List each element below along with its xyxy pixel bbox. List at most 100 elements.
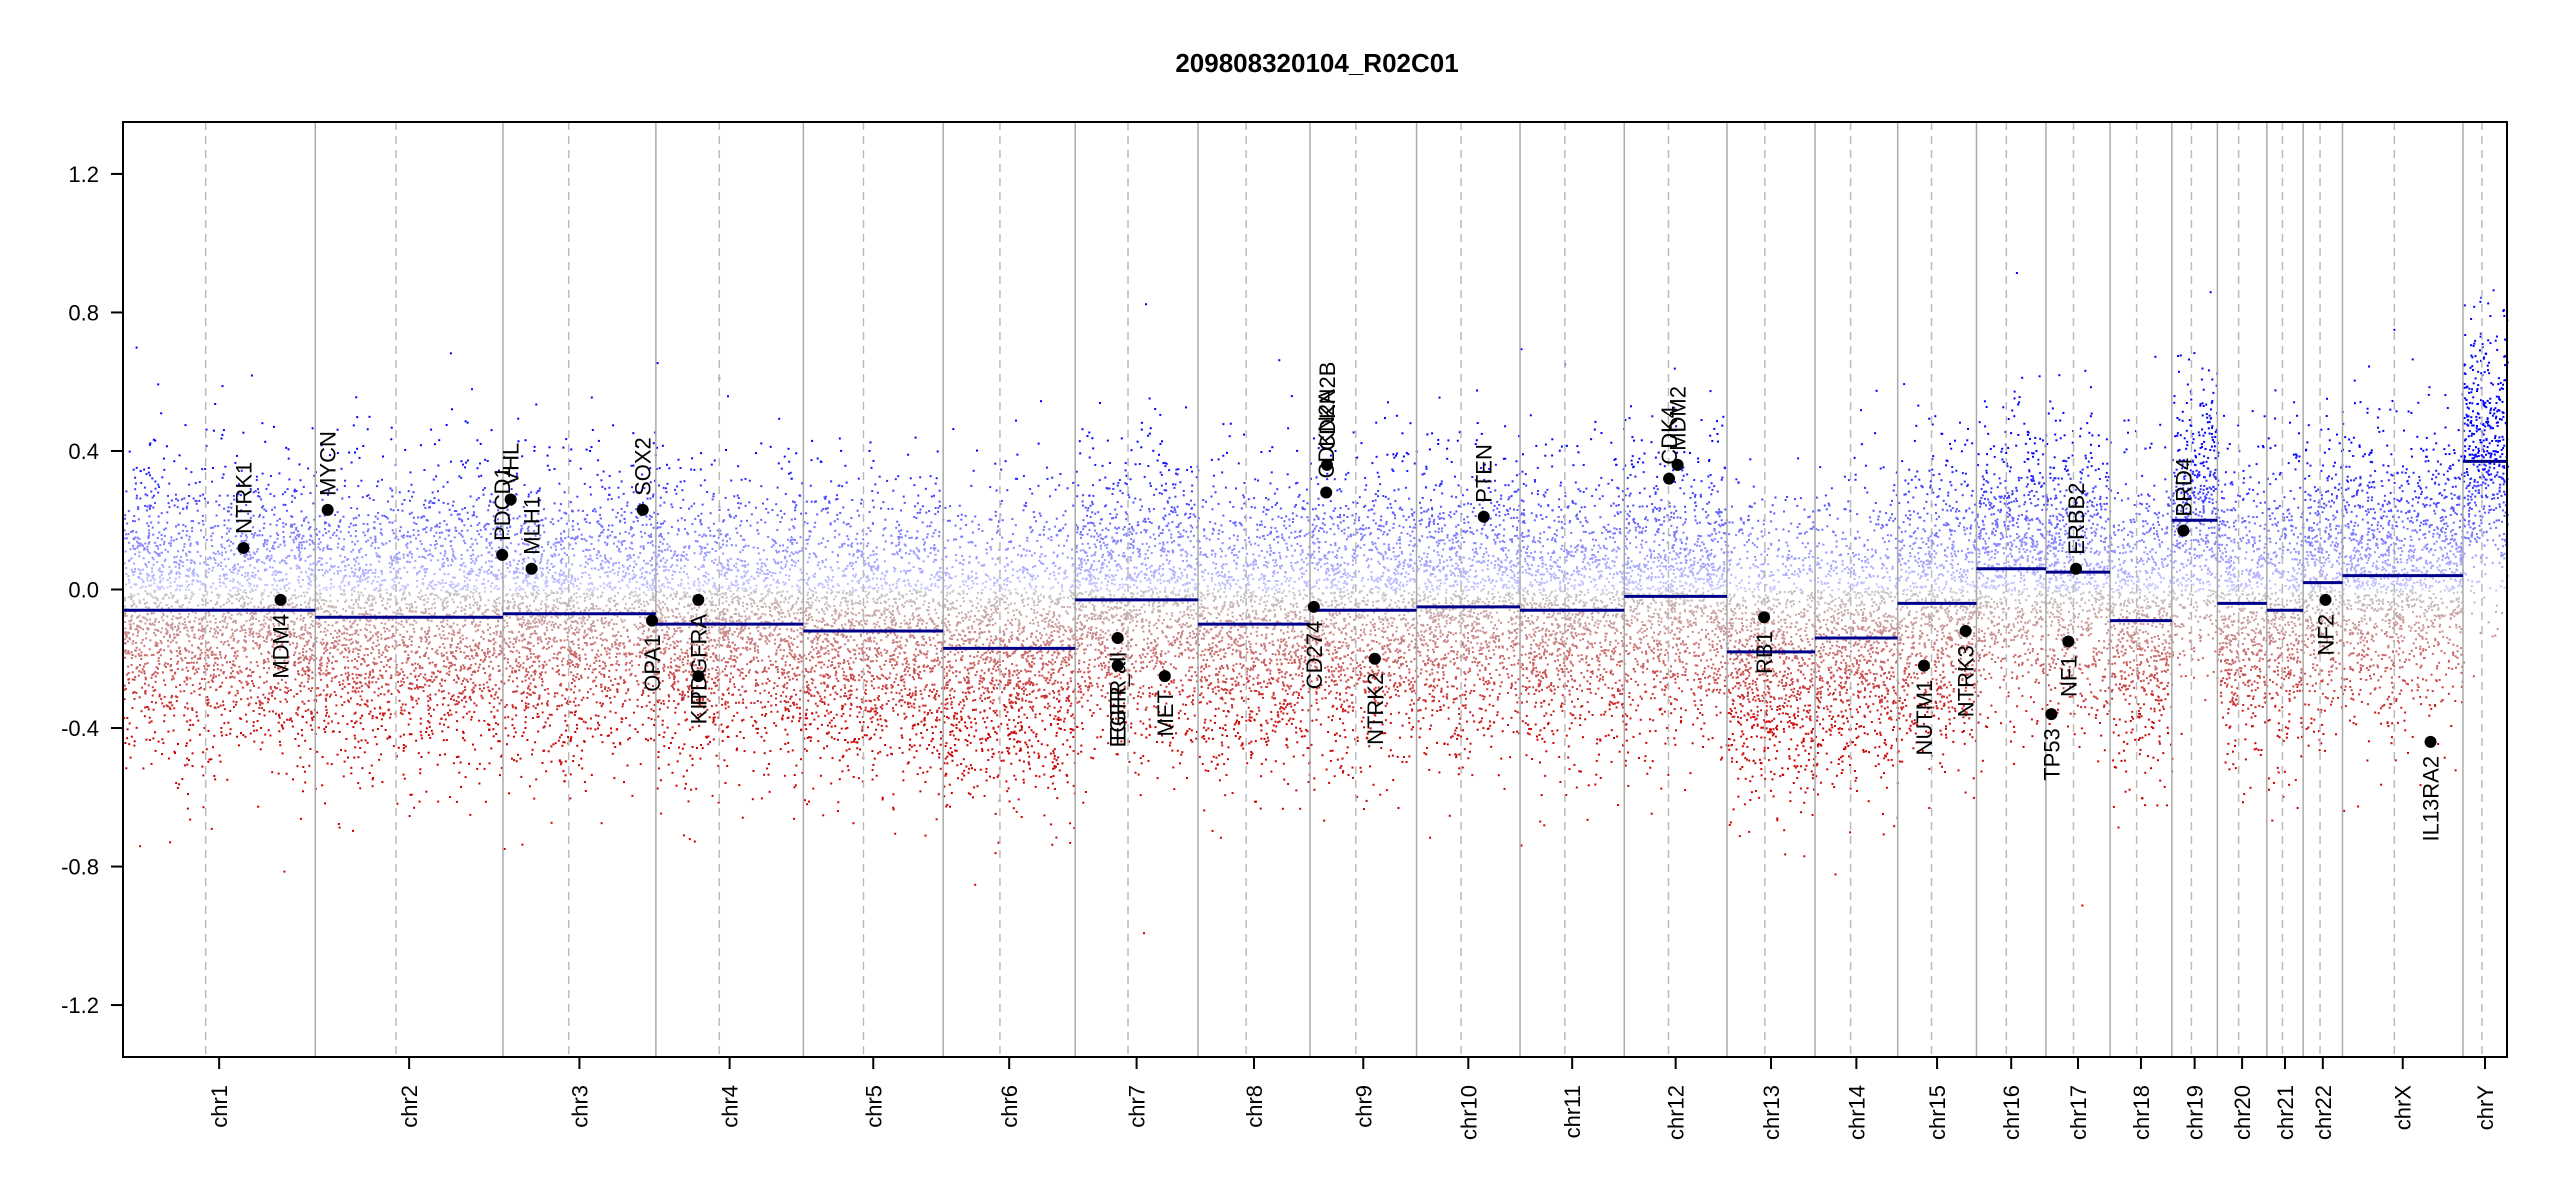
probe-point bbox=[176, 585, 178, 587]
probe-point bbox=[196, 711, 198, 713]
probe-point bbox=[132, 574, 134, 576]
probe-point bbox=[225, 616, 227, 618]
probe-point bbox=[297, 670, 299, 672]
probe-point bbox=[250, 583, 252, 585]
probe-point bbox=[284, 560, 286, 562]
probe-point bbox=[124, 514, 126, 516]
probe-point bbox=[202, 520, 204, 522]
probe-point bbox=[148, 541, 150, 543]
probe-point bbox=[142, 628, 144, 630]
probe-point bbox=[284, 491, 286, 493]
probe-point bbox=[137, 545, 139, 547]
probe-point bbox=[225, 677, 227, 679]
probe-point bbox=[130, 757, 132, 759]
probe-point bbox=[191, 630, 193, 632]
probe-point bbox=[215, 676, 217, 678]
probe-point bbox=[153, 495, 155, 497]
probe-point bbox=[215, 562, 217, 564]
probe-point bbox=[271, 555, 273, 557]
probe-point bbox=[148, 585, 150, 587]
probe-point bbox=[285, 682, 287, 684]
probe-point bbox=[247, 698, 249, 700]
probe-point bbox=[236, 736, 238, 738]
probe-point bbox=[222, 672, 224, 674]
probe-point bbox=[203, 671, 205, 673]
probe-point bbox=[292, 594, 294, 596]
probe-point bbox=[243, 540, 245, 542]
probe-point bbox=[293, 541, 295, 543]
probe-point bbox=[146, 473, 148, 475]
probe-point bbox=[210, 647, 212, 649]
probe-point bbox=[304, 547, 306, 549]
probe-point bbox=[302, 638, 304, 640]
probe-point bbox=[201, 638, 203, 640]
probe-point bbox=[144, 683, 146, 685]
probe-point bbox=[270, 475, 272, 477]
probe-point bbox=[191, 652, 193, 654]
probe-point bbox=[298, 556, 300, 558]
probe-point bbox=[311, 658, 313, 660]
probe-point bbox=[256, 551, 258, 553]
probe-point bbox=[176, 538, 178, 540]
probe-point bbox=[191, 560, 193, 562]
probe-point bbox=[257, 665, 259, 667]
probe-point bbox=[261, 707, 263, 709]
probe-point bbox=[202, 604, 204, 606]
probe-point bbox=[212, 746, 214, 748]
probe-point bbox=[196, 503, 198, 505]
probe-point bbox=[160, 648, 162, 650]
probe-point bbox=[168, 542, 170, 544]
probe-point bbox=[170, 545, 172, 547]
probe-point bbox=[237, 655, 239, 657]
probe-point bbox=[172, 640, 174, 642]
probe-point bbox=[148, 525, 150, 527]
probe-point bbox=[273, 571, 275, 573]
probe-point bbox=[302, 617, 304, 619]
probe-point bbox=[130, 628, 132, 630]
probe-point bbox=[273, 426, 275, 428]
probe-point bbox=[221, 714, 223, 716]
probe-point bbox=[286, 692, 288, 694]
probe-point bbox=[169, 841, 171, 843]
probe-point bbox=[266, 617, 268, 619]
probe-point bbox=[163, 469, 165, 471]
probe-point bbox=[196, 715, 198, 717]
probe-point bbox=[198, 500, 200, 502]
probe-point bbox=[271, 509, 273, 511]
probe-point bbox=[296, 643, 298, 645]
probe-point bbox=[155, 675, 157, 677]
probe-point bbox=[257, 720, 259, 722]
probe-point bbox=[214, 403, 216, 405]
probe-point bbox=[193, 634, 195, 636]
probe-point bbox=[177, 550, 179, 552]
probe-point bbox=[213, 669, 215, 671]
probe-point bbox=[250, 697, 252, 699]
probe-point bbox=[232, 635, 234, 637]
probe-point bbox=[268, 484, 270, 486]
probe-point bbox=[185, 745, 187, 747]
probe-point bbox=[200, 635, 202, 637]
probe-point bbox=[161, 738, 163, 740]
probe-point bbox=[256, 644, 258, 646]
probe-point bbox=[312, 620, 314, 622]
probe-point bbox=[173, 730, 175, 732]
probe-point bbox=[305, 560, 307, 562]
probe-point bbox=[217, 668, 219, 670]
probe-point bbox=[148, 532, 150, 534]
probe-point bbox=[157, 537, 159, 539]
probe-point bbox=[305, 710, 307, 712]
probe-point bbox=[299, 685, 301, 687]
probe-point bbox=[248, 582, 250, 584]
probe-point bbox=[180, 616, 182, 618]
probe-point bbox=[252, 623, 254, 625]
probe-point bbox=[153, 574, 155, 576]
probe-point bbox=[134, 477, 136, 479]
probe-point bbox=[237, 613, 239, 615]
probe-point bbox=[279, 744, 281, 746]
probe-point bbox=[303, 486, 305, 488]
probe-point bbox=[218, 674, 220, 676]
probe-point bbox=[308, 662, 310, 664]
probe-point bbox=[279, 518, 281, 520]
probe-point bbox=[217, 597, 219, 599]
probe-point bbox=[301, 525, 303, 527]
